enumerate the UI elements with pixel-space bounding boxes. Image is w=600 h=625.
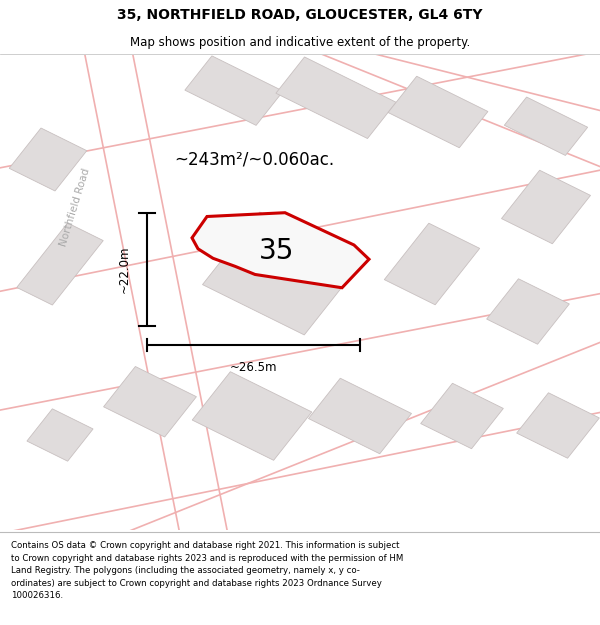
Polygon shape	[192, 213, 369, 288]
Text: Map shows position and indicative extent of the property.: Map shows position and indicative extent…	[130, 36, 470, 49]
Text: Northfield Road: Northfield Road	[58, 167, 92, 248]
Polygon shape	[517, 392, 599, 458]
Text: Contains OS data © Crown copyright and database right 2021. This information is : Contains OS data © Crown copyright and d…	[11, 541, 403, 601]
Text: 35: 35	[259, 237, 295, 265]
Polygon shape	[192, 372, 312, 460]
Polygon shape	[385, 223, 479, 305]
Polygon shape	[505, 97, 587, 156]
Polygon shape	[203, 212, 361, 335]
Polygon shape	[17, 223, 103, 305]
Text: 35, NORTHFIELD ROAD, GLOUCESTER, GL4 6TY: 35, NORTHFIELD ROAD, GLOUCESTER, GL4 6TY	[117, 8, 483, 22]
Polygon shape	[27, 409, 93, 461]
Polygon shape	[185, 56, 283, 126]
Polygon shape	[276, 57, 396, 139]
Polygon shape	[308, 378, 412, 454]
Text: ~243m²/~0.060ac.: ~243m²/~0.060ac.	[174, 151, 334, 169]
Polygon shape	[388, 76, 488, 148]
Polygon shape	[421, 383, 503, 449]
Polygon shape	[104, 366, 196, 437]
Polygon shape	[502, 170, 590, 244]
Text: ~26.5m: ~26.5m	[230, 361, 277, 374]
Polygon shape	[9, 128, 87, 191]
Text: ~22.0m: ~22.0m	[118, 246, 131, 293]
Polygon shape	[487, 279, 569, 344]
